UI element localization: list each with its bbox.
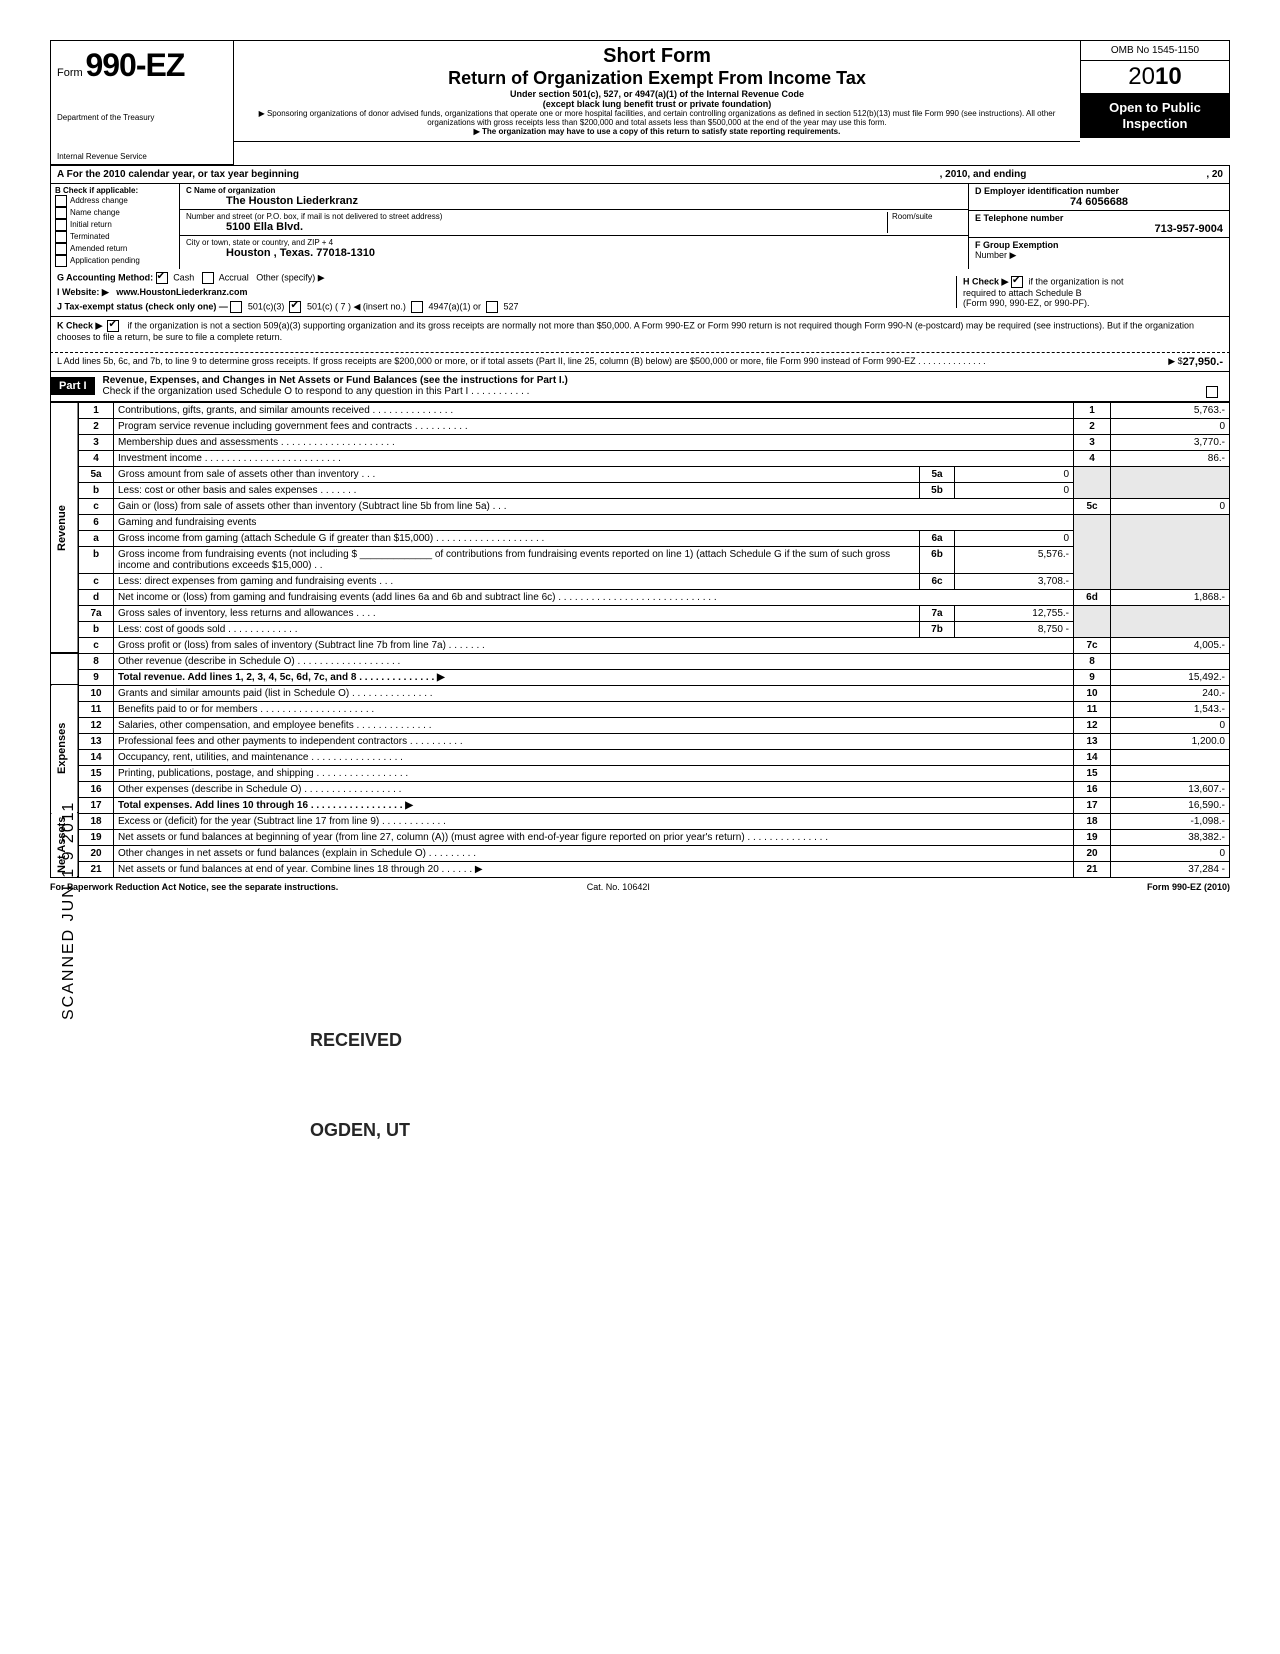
k-label: K Check ▶	[57, 320, 102, 330]
subtitle-2: (except black lung benefit trust or priv…	[242, 99, 1072, 109]
line1-val: 5,763.-	[1111, 402, 1230, 418]
open-line1: Open to Public	[1083, 100, 1227, 116]
l-text: L Add lines 5b, 6c, and 7b, to line 9 to…	[57, 356, 1168, 368]
h-txt4: (Form 990, 990-EZ, or 990-PF).	[963, 298, 1090, 308]
footer: For Paperwork Reduction Act Notice, see …	[50, 878, 1230, 892]
chk-name[interactable]: Name change	[55, 207, 175, 219]
part1-header-row: Part I Revenue, Expenses, and Changes in…	[50, 372, 1230, 402]
org-city: Houston , Texas. 77018-1310	[186, 247, 962, 259]
chk-501c3[interactable]	[230, 301, 242, 313]
footer-cat: Cat. No. 10642I	[587, 882, 650, 892]
right-box: OMB No 1545-1150 2010 Open to Public Ins…	[1080, 40, 1230, 138]
short-form-title: Short Form	[242, 45, 1072, 68]
row-a: A For the 2010 calendar year, or tax yea…	[50, 165, 1230, 184]
year-bold: 10	[1155, 63, 1182, 90]
k-text: if the organization is not a section 509…	[57, 320, 1194, 342]
chk-cash[interactable]	[156, 272, 168, 284]
l-arrow: ▶ $	[1168, 356, 1182, 368]
subtitle-1: Under section 501(c), 527, or 4947(a)(1)…	[242, 89, 1072, 99]
chk-h[interactable]	[1011, 276, 1023, 288]
ein-value: 74 6056688	[975, 196, 1223, 208]
footer-form: Form 990-EZ (2010)	[1147, 882, 1230, 892]
row-k: K Check ▶ if the organization is not a s…	[50, 317, 1230, 353]
chk-part1-o[interactable]	[1206, 386, 1218, 398]
year-prefix: 20	[1128, 63, 1155, 90]
group-ex-number: Number ▶	[975, 250, 1016, 260]
chk-pending[interactable]: Application pending	[55, 255, 175, 267]
title-box: Short Form Return of Organization Exempt…	[234, 40, 1080, 142]
city-label: City or town, state or country, and ZIP …	[186, 238, 962, 247]
chk-501c[interactable]	[289, 301, 301, 313]
side-revenue: Revenue	[51, 402, 79, 653]
col-c: C Name of organization The Houston Liede…	[180, 184, 968, 269]
chk-accrual[interactable]	[202, 272, 214, 284]
row-a-lead: A For the 2010 calendar year, or tax yea…	[57, 169, 299, 180]
chk-amended[interactable]: Amended return	[55, 243, 175, 255]
i-label: I Website: ▶	[57, 287, 109, 297]
row-a-mid: , 2010, and ending	[940, 169, 1027, 180]
chk-4947[interactable]	[411, 301, 423, 313]
header-row: Form 990-EZ Department of the Treasury I…	[50, 40, 1230, 165]
chk-address[interactable]: Address change	[55, 195, 175, 207]
section-bcde: B Check if applicable: Address change Na…	[50, 184, 1230, 269]
chk-k[interactable]	[107, 320, 119, 332]
row-l: L Add lines 5b, 6c, and 7b, to line 9 to…	[50, 353, 1230, 372]
g-label: G Accounting Method:	[57, 272, 153, 282]
h-label: H Check ▶	[963, 276, 1008, 286]
h-txt2: if the organization is not	[1028, 276, 1123, 286]
open-line2: Inspection	[1083, 116, 1227, 132]
return-title: Return of Organization Exempt From Incom…	[242, 68, 1072, 89]
form-label: Form	[57, 67, 83, 79]
footer-left: For Paperwork Reduction Act Notice, see …	[50, 882, 338, 892]
stamp-scanned: SCANNED JUN 1 9 2011	[60, 801, 78, 1020]
chk-527[interactable]	[486, 301, 498, 313]
website-value: www.HoustonLiederkranz.com	[116, 287, 247, 297]
open-to-public: Open to Public Inspection	[1080, 94, 1230, 138]
room-label: Room/suite	[892, 212, 962, 221]
subtitle-3: ▶ Sponsoring organizations of donor advi…	[242, 109, 1072, 127]
omb-number: OMB No 1545-1150	[1080, 40, 1230, 61]
row-a-end: , 20	[1206, 169, 1223, 180]
part1-badge: Part I	[51, 377, 95, 395]
side-expenses: Expenses	[51, 685, 79, 813]
row-g-i: G Accounting Method: Cash Accrual Other …	[50, 269, 1230, 317]
g-other: Other (specify) ▶	[256, 272, 324, 282]
financial-table: Revenue 1 Contributions, gifts, grants, …	[50, 402, 1230, 878]
col-de: D Employer identification number 74 6056…	[968, 184, 1229, 269]
form-number: 990-EZ	[85, 47, 184, 83]
tel-value: 713-957-9004	[975, 223, 1223, 235]
form-number-box: Form 990-EZ Department of the Treasury I…	[50, 40, 234, 165]
line1-desc: Contributions, gifts, grants, and simila…	[114, 402, 1074, 418]
dept-treasury: Department of the Treasury	[57, 114, 227, 123]
tax-year: 2010	[1080, 61, 1230, 94]
col-b: B Check if applicable: Address change Na…	[51, 184, 180, 269]
name-label: C Name of organization	[186, 186, 962, 195]
j-label: J Tax-exempt status (check only one) —	[57, 301, 228, 311]
g-accrual: Accrual	[219, 272, 249, 282]
part1-title: Revenue, Expenses, and Changes in Net As…	[103, 375, 568, 386]
dept-irs: Internal Revenue Service	[57, 153, 227, 162]
l-value: 27,950.-	[1183, 356, 1223, 368]
stamp-received: RECEIVED	[310, 1030, 402, 1051]
chk-initial[interactable]: Initial return	[55, 219, 175, 231]
org-name: The Houston Liederkranz	[186, 195, 962, 207]
group-ex-label: F Group Exemption	[975, 240, 1059, 250]
chk-terminated[interactable]: Terminated	[55, 231, 175, 243]
col-b-header: B Check if applicable:	[55, 186, 175, 195]
h-txt3: required to attach Schedule B	[963, 288, 1082, 298]
tel-label: E Telephone number	[975, 213, 1223, 223]
stamp-ogden: OGDEN, UT	[310, 1120, 410, 1141]
part1-check: Check if the organization used Schedule …	[103, 386, 530, 397]
org-address: 5100 Ella Blvd.	[186, 221, 887, 233]
subtitle-4: ▶ The organization may have to use a cop…	[242, 127, 1072, 136]
ein-label: D Employer identification number	[975, 186, 1223, 196]
g-cash: Cash	[173, 272, 194, 282]
addr-label: Number and street (or P.O. box, if mail …	[186, 212, 887, 221]
